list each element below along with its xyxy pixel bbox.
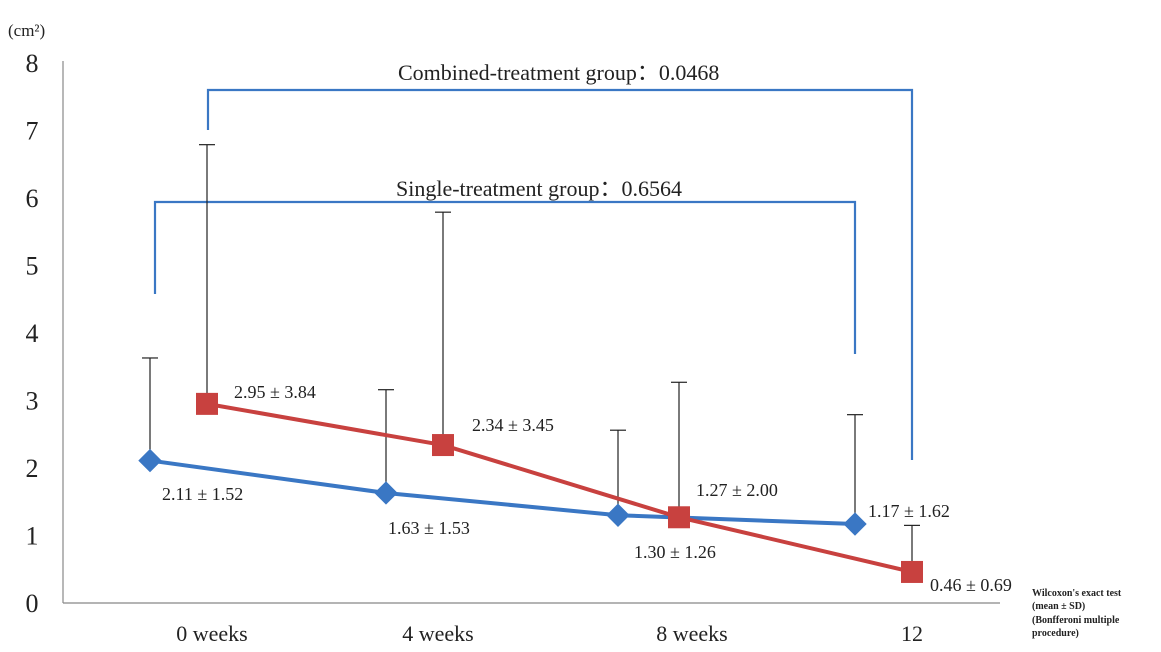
y-tick-label: 4 [26,319,39,348]
data-label-combined: 0.46 ± 0.69 [930,575,1012,595]
error-bars [142,144,920,572]
data-label-combined: 1.27 ± 2.00 [696,480,778,500]
marker-combined [901,560,923,583]
test-note: (Bonfferoni multiple [1032,615,1120,626]
combined-bracket [206,88,914,460]
y-tick-labels: 0 1 2 3 4 5 6 7 8 [26,49,39,618]
y-tick-label: 1 [26,522,39,551]
marker-combined [196,392,218,415]
data-labels: 2.11 ± 1.52 1.63 ± 1.53 1.30 ± 1.26 1.17 ± … [162,382,1012,595]
marker-single [606,503,630,527]
axes [62,61,1000,604]
marker-combined [432,434,454,457]
series-markers [138,392,923,583]
test-notes: Wilcoxon's exact test (mean ± SD) (Bonffer… [1032,588,1122,639]
x-tick-label: 0 weeks [176,621,247,646]
marker-single [374,481,398,505]
marker-single [138,448,162,473]
y-tick-label: 5 [26,252,39,281]
significance-brackets: Combined-treatment group：0.0468 Single-tr… [153,60,914,460]
y-tick-label: 2 [26,454,39,483]
data-label-single: 1.17 ± 1.62 [868,501,950,521]
y-tick-label: 8 [26,49,39,78]
test-note: Wilcoxon's exact test [1032,588,1122,599]
marker-single [843,512,867,536]
series-lines [149,401,913,574]
y-unit-label: (cm²) [8,21,45,40]
data-label-single: 1.30 ± 1.26 [634,542,716,562]
y-tick-label: 3 [26,387,39,416]
x-tick-labels: 0 weeks 4 weeks 8 weeks 12 [176,621,923,646]
x-tick-label: 12 [901,621,923,646]
data-label-single: 2.11 ± 1.52 [162,484,243,504]
series-line-combined [206,401,913,574]
single-bracket-label: Single-treatment group：0.6564 [396,176,682,201]
y-tick-label: 0 [26,589,39,618]
series-line-single [149,458,856,527]
data-label-combined: 2.95 ± 3.84 [234,382,316,402]
marker-combined [668,506,690,529]
combined-bracket-label: Combined-treatment group：0.0468 [398,60,719,85]
x-tick-label: 4 weeks [402,621,473,646]
data-label-combined: 2.34 ± 3.45 [472,415,554,435]
y-tick-label: 6 [26,184,39,213]
test-note: procedure) [1032,628,1079,639]
test-note: (mean ± SD) [1032,601,1085,612]
single-bracket [153,200,857,354]
y-tick-label: 7 [26,117,39,146]
x-tick-label: 8 weeks [656,621,727,646]
data-label-single: 1.63 ± 1.53 [388,518,470,538]
